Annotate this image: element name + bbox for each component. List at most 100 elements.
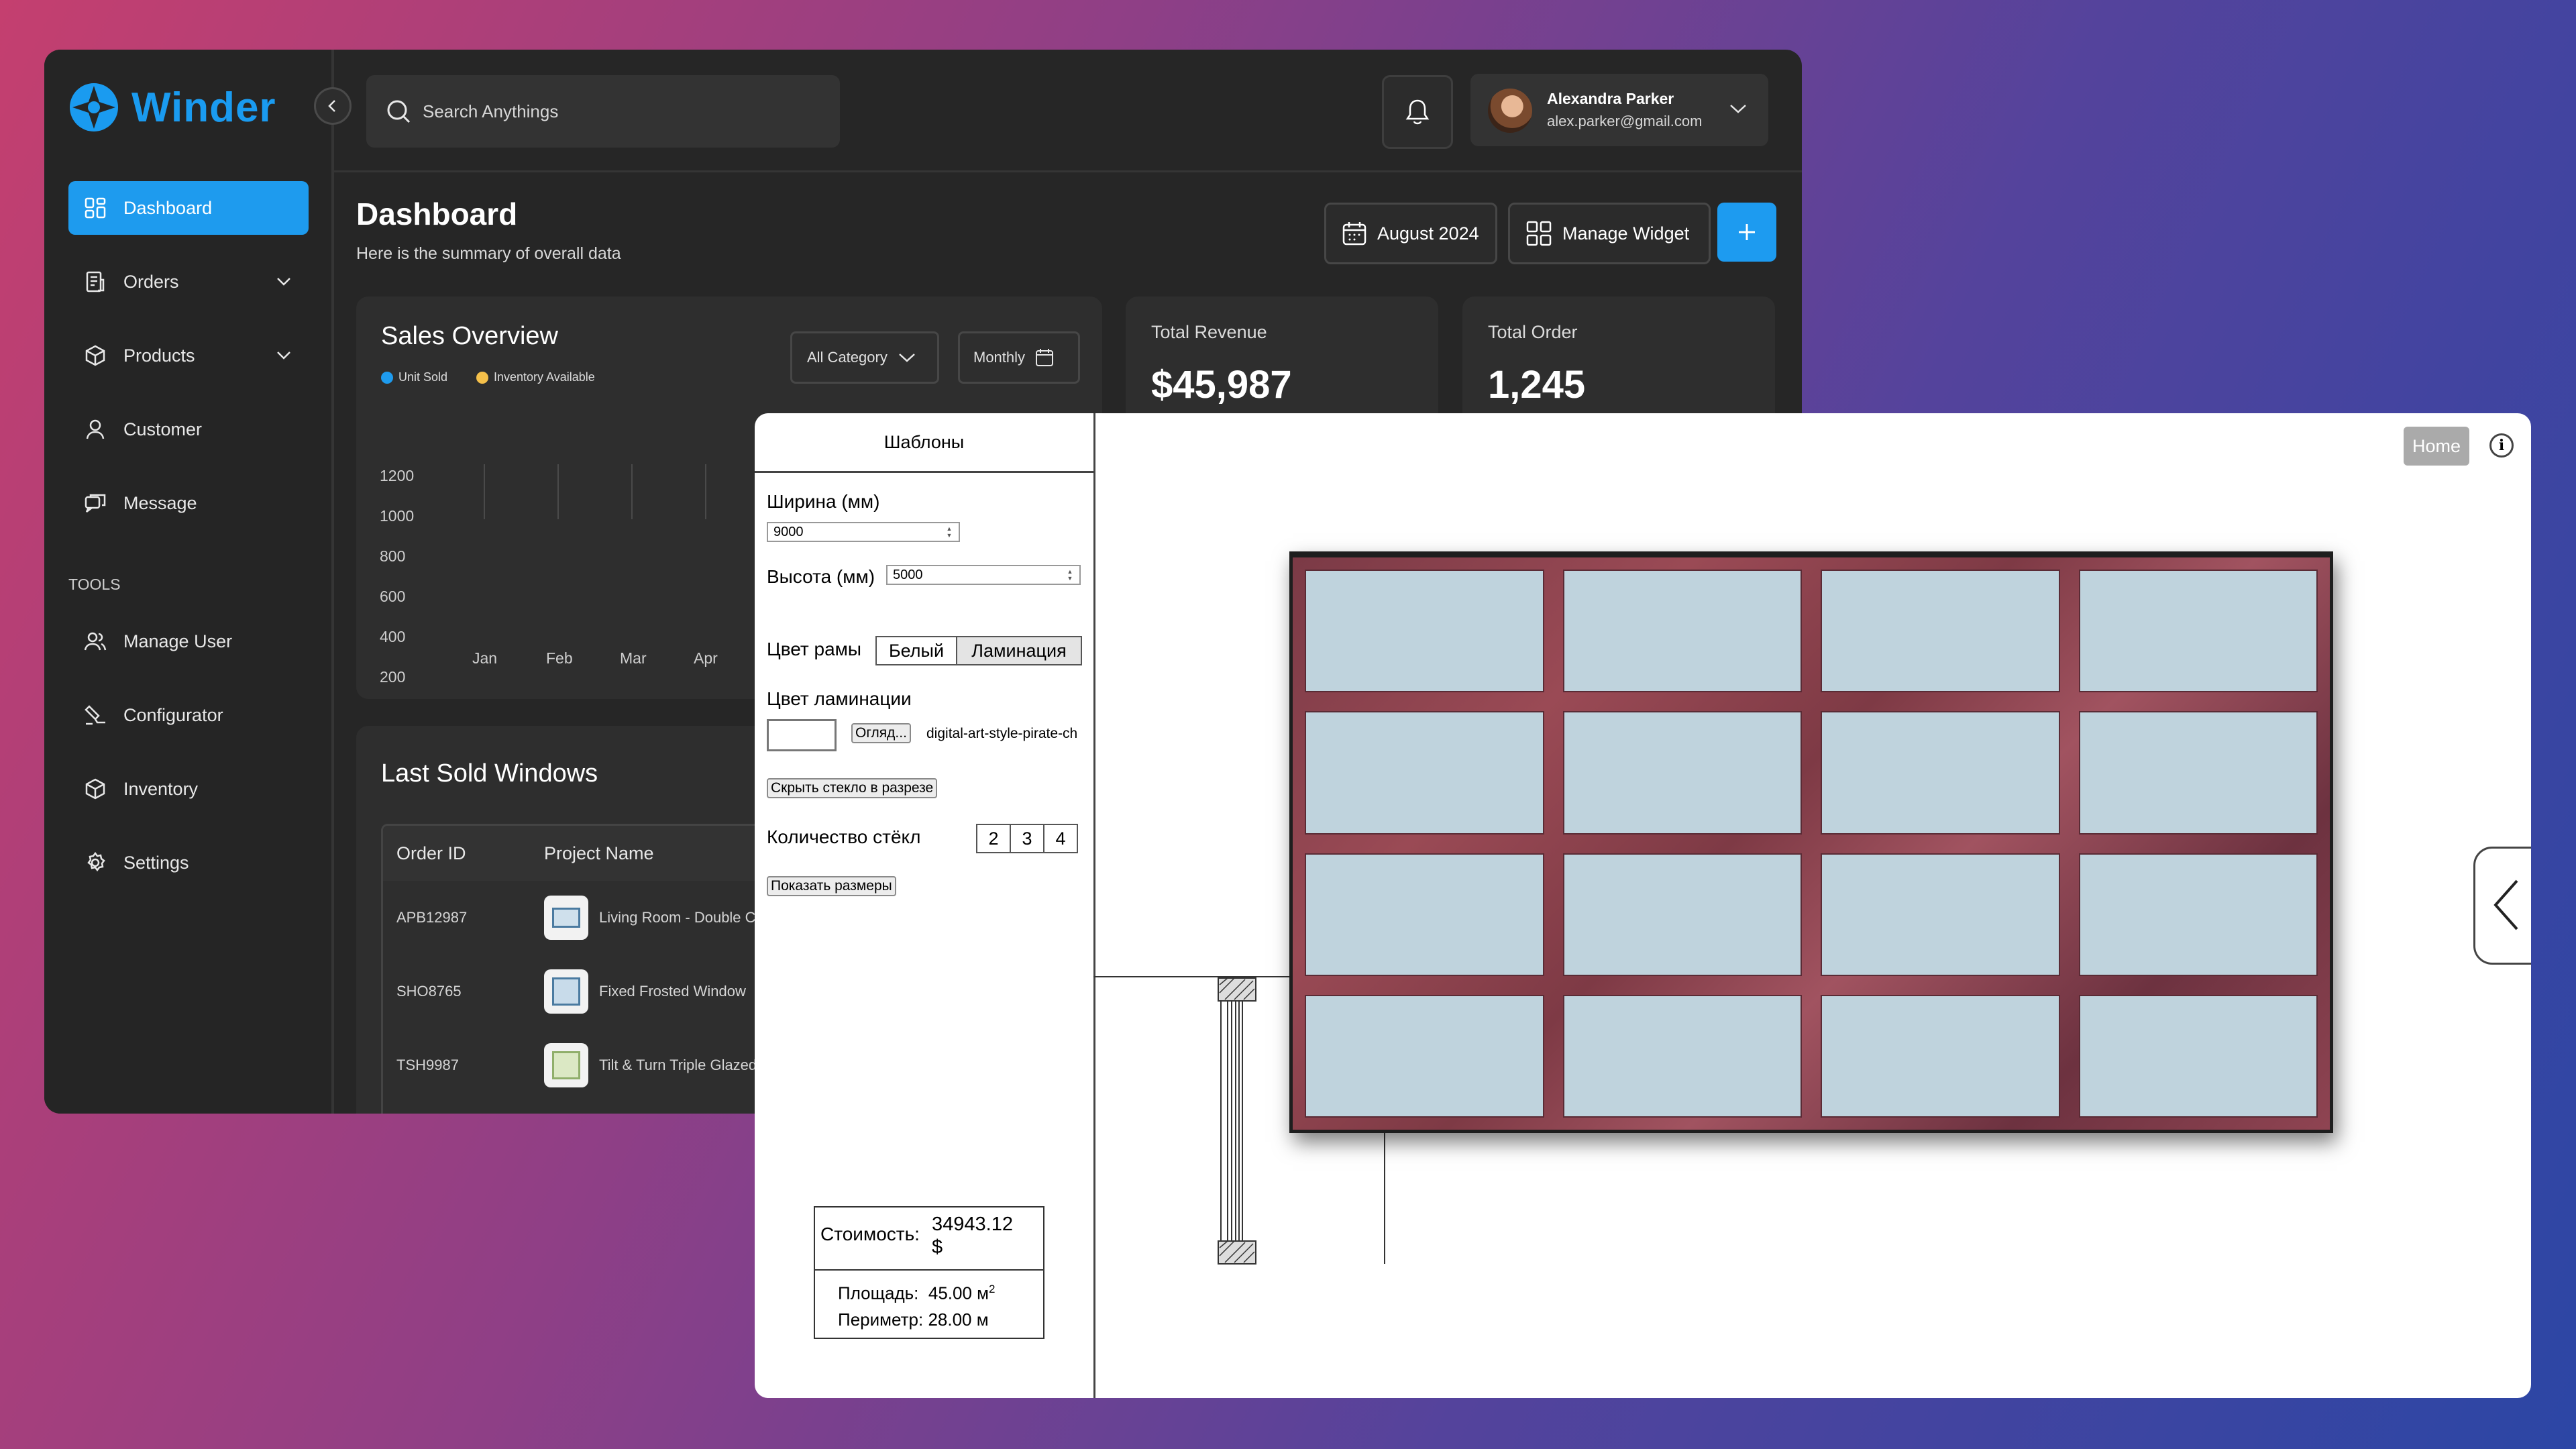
area-label: Площадь: bbox=[838, 1283, 919, 1303]
logo[interactable]: Winder bbox=[68, 82, 276, 133]
legend-label: Inventory Available bbox=[494, 370, 595, 384]
project-name-cell[interactable]: Fixed Frosted Window bbox=[599, 983, 746, 1000]
glass-count-toggle: 2 3 4 bbox=[976, 824, 1078, 853]
sidebar-item-label: Settings bbox=[123, 852, 189, 873]
logo-icon bbox=[70, 83, 118, 131]
category-dropdown[interactable]: All Category bbox=[790, 331, 939, 384]
manage-widget-button[interactable]: Manage Widget bbox=[1508, 203, 1711, 264]
width-label: Ширина (мм) bbox=[767, 491, 880, 512]
add-button[interactable] bbox=[1717, 203, 1776, 262]
grid-icon bbox=[82, 195, 109, 221]
glass-count-option[interactable]: 3 bbox=[1011, 825, 1044, 852]
sidebar-item-products[interactable]: Products bbox=[68, 329, 309, 382]
date-picker-button[interactable]: August 2024 bbox=[1324, 203, 1497, 264]
collapse-sidebar-button[interactable] bbox=[314, 87, 352, 125]
order-id-cell: SHO8765 bbox=[396, 983, 462, 1000]
glass-pane[interactable] bbox=[1562, 853, 1802, 976]
glass-count-option[interactable]: 2 bbox=[977, 825, 1011, 852]
message-icon bbox=[82, 490, 109, 517]
order-id-cell: TSH9987 bbox=[396, 1057, 459, 1073]
notifications-button[interactable] bbox=[1382, 75, 1453, 149]
sidebar-item-orders[interactable]: Orders bbox=[68, 255, 309, 309]
selected-file-name: digital-art-style-pirate-ch bbox=[926, 726, 1078, 741]
frame-color-white-option[interactable]: Белый bbox=[877, 637, 957, 664]
glass-pane[interactable] bbox=[1821, 853, 2060, 976]
window-thumbnail bbox=[544, 969, 588, 1014]
search-icon bbox=[387, 100, 411, 123]
calendar-icon bbox=[1036, 349, 1054, 366]
sidebar-item-configurator[interactable]: Configurator bbox=[68, 688, 309, 742]
logo-text: Winder bbox=[131, 84, 276, 131]
lamination-color-swatch[interactable] bbox=[767, 719, 837, 751]
browse-file-button[interactable]: Огляд... bbox=[851, 723, 911, 743]
sidebar-item-dashboard[interactable]: Dashboard bbox=[68, 181, 309, 235]
glass-pane[interactable] bbox=[1821, 711, 2060, 835]
sidebar-item-settings[interactable]: Settings bbox=[68, 836, 309, 890]
glass-pane[interactable] bbox=[1821, 994, 2060, 1118]
sidebar-item-customer[interactable]: Customer bbox=[68, 402, 309, 456]
glass-pane[interactable] bbox=[1562, 994, 1802, 1118]
y-tick-label: 400 bbox=[380, 628, 406, 645]
x-tick-label: Apr bbox=[694, 649, 718, 667]
y-tick-label: 1200 bbox=[380, 467, 415, 484]
project-name-cell[interactable]: Tilt & Turn Triple Glazed U bbox=[599, 1057, 772, 1073]
avatar bbox=[1488, 89, 1532, 133]
total-order-label: Total Order bbox=[1488, 322, 1578, 342]
frame-color-lamination-option[interactable]: Ламинация bbox=[957, 637, 1081, 664]
column-header: Project Name bbox=[544, 843, 654, 863]
info-icon[interactable]: i bbox=[2489, 433, 2514, 458]
height-input[interactable]: 5000 ▲ ▼ bbox=[886, 565, 1081, 585]
column-header: Order ID bbox=[396, 843, 466, 863]
templates-header[interactable]: Шаблоны bbox=[755, 413, 1093, 473]
info-glyph: i bbox=[2498, 437, 2505, 454]
glass-pane[interactable] bbox=[2078, 853, 2318, 976]
price-value-block: 34943.12 $ bbox=[932, 1213, 1013, 1258]
user-profile-menu[interactable]: Alexandra Parker alex.parker@gmail.com bbox=[1470, 74, 1768, 146]
settings-panel: Шаблоны Ширина (мм) 9000 ▲ ▼ Высота (мм) … bbox=[755, 413, 1095, 1398]
sidebar-item-manage-user[interactable]: Manage User bbox=[68, 614, 309, 668]
bell-icon bbox=[1405, 99, 1430, 125]
sidebar-item-label: Inventory bbox=[123, 778, 199, 799]
sidebar-item-inventory[interactable]: Inventory bbox=[68, 762, 309, 816]
period-dropdown[interactable]: Monthly bbox=[958, 331, 1080, 384]
section-profile-drawing bbox=[1093, 976, 1385, 1265]
glass-pane[interactable] bbox=[1562, 711, 1802, 835]
home-button[interactable]: Home bbox=[2404, 427, 2469, 466]
side-panel-toggle[interactable] bbox=[2473, 847, 2531, 965]
price-divider bbox=[815, 1269, 1043, 1271]
total-order-value: 1,245 bbox=[1488, 363, 1586, 407]
glass-pane[interactable] bbox=[1305, 711, 1544, 835]
show-sizes-button[interactable]: Показать размеры bbox=[767, 876, 896, 896]
glass-pane[interactable] bbox=[1305, 994, 1544, 1118]
glass-count-option[interactable]: 4 bbox=[1055, 828, 1066, 849]
project-name-cell[interactable]: Living Room - Double C bbox=[599, 909, 756, 926]
sidebar-item-message[interactable]: Message bbox=[68, 476, 309, 530]
chevron-left-icon bbox=[328, 100, 335, 112]
frame-color-label: Цвет рамы bbox=[767, 639, 862, 659]
glass-pane[interactable] bbox=[1305, 853, 1544, 976]
glass-pane[interactable] bbox=[1562, 570, 1802, 693]
total-revenue-label: Total Revenue bbox=[1151, 322, 1267, 342]
calendar-icon bbox=[1342, 222, 1366, 246]
glass-pane[interactable] bbox=[1305, 570, 1544, 693]
cube-icon bbox=[82, 775, 109, 802]
glass-pane[interactable] bbox=[2078, 570, 2318, 693]
hide-glass-button[interactable]: Скрыть стекло в разрезе bbox=[767, 778, 938, 798]
legend-label: Unit Sold bbox=[398, 370, 448, 384]
y-tick-label: 200 bbox=[380, 668, 406, 686]
profile-email: alex.parker@gmail.com bbox=[1547, 113, 1703, 129]
plus-icon bbox=[1739, 224, 1755, 240]
x-tick-label: Jan bbox=[472, 649, 498, 667]
width-input[interactable]: 9000 ▲ ▼ bbox=[767, 522, 960, 542]
legend-inventory: Inventory Available bbox=[476, 370, 595, 384]
y-tick-label: 600 bbox=[380, 588, 406, 605]
users-icon bbox=[82, 628, 109, 655]
category-dropdown-label: All Category bbox=[807, 349, 888, 366]
gear-icon bbox=[82, 849, 109, 876]
total-revenue-value: $45,987 bbox=[1151, 363, 1292, 407]
glass-pane[interactable] bbox=[1821, 570, 2060, 693]
glass-pane[interactable] bbox=[2078, 994, 2318, 1118]
glass-pane[interactable] bbox=[2078, 711, 2318, 835]
price-label: Стоимость: bbox=[820, 1224, 920, 1244]
search-input[interactable]: Search Anythings bbox=[366, 75, 840, 148]
